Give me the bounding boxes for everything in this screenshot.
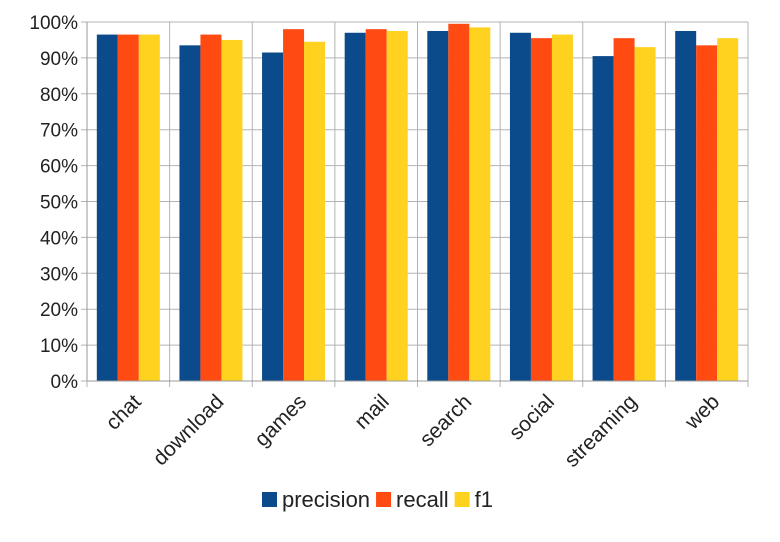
legend-swatch-recall — [376, 492, 392, 507]
bar-precision-chat — [96, 34, 118, 381]
bar-f1-chat — [138, 34, 160, 381]
x-tick-label: mail — [350, 390, 393, 433]
bar-recall-download — [200, 34, 222, 381]
y-tick-label: 70% — [40, 121, 78, 142]
bar-recall-search — [448, 23, 470, 381]
x-tick-label: search — [416, 390, 477, 451]
legend-swatch-f1 — [454, 492, 470, 507]
bar-recall-web — [696, 45, 718, 382]
bar-recall-streaming — [613, 38, 635, 381]
bar-f1-search — [469, 27, 491, 381]
x-tick-label: web — [680, 390, 724, 434]
y-tick-label: 10% — [40, 336, 78, 357]
y-tick-label: 80% — [40, 85, 78, 106]
y-tick-label: 0% — [51, 372, 79, 393]
y-tick-label: 90% — [40, 49, 78, 70]
bar-f1-mail — [386, 30, 408, 381]
bar-recall-mail — [365, 29, 387, 382]
x-tick-label: games — [250, 390, 311, 451]
bar-f1-web — [717, 38, 739, 381]
bar-precision-games — [262, 52, 284, 381]
bar-precision-web — [675, 30, 697, 381]
x-tick-label: chat — [102, 390, 146, 434]
y-tick-label: 40% — [40, 228, 78, 249]
y-axis-ticks: 0% 10% 20% 30% 40% 50% 60% 70% 80% 90% 100% — [29, 13, 78, 393]
bar-precision-search — [427, 30, 449, 381]
bar-recall-games — [283, 29, 305, 382]
y-tick-label: 100% — [29, 13, 78, 34]
x-tick-label: streaming — [560, 390, 641, 471]
bar-precision-streaming — [592, 56, 614, 381]
bar-f1-download — [221, 39, 243, 381]
bar-precision-download — [179, 45, 201, 382]
legend-swatch-precision — [262, 492, 277, 507]
bar-precision-social — [509, 32, 531, 382]
legend-label-f1: f1 — [475, 487, 493, 512]
bar-recall-social — [530, 38, 552, 381]
bar-precision-mail — [344, 32, 366, 382]
x-axis-ticks: chat download games mail search social streami… — [102, 390, 725, 472]
axes — [86, 22, 748, 382]
y-tick-label: 30% — [40, 264, 78, 285]
bar-f1-streaming — [634, 47, 656, 381]
x-tick-label: social — [505, 390, 559, 444]
legend-label-recall: recall — [396, 487, 449, 512]
legend: precision recall f1 — [262, 487, 493, 512]
y-tick-label: 60% — [40, 157, 78, 178]
y-tick-label: 50% — [40, 193, 78, 214]
legend-label-precision: precision — [282, 487, 370, 512]
bars — [96, 23, 739, 382]
bar-recall-chat — [117, 34, 139, 381]
bar-f1-games — [304, 41, 326, 382]
y-tick-label: 20% — [40, 300, 78, 321]
bar-f1-social — [551, 34, 573, 381]
x-tick-label: download — [149, 390, 229, 470]
